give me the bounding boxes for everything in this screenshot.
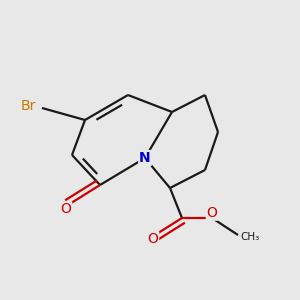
Text: CH₃: CH₃ <box>240 232 259 242</box>
Text: O: O <box>207 206 218 220</box>
Text: N: N <box>139 151 151 165</box>
Text: Br: Br <box>20 99 36 113</box>
Text: O: O <box>148 232 158 246</box>
Text: O: O <box>61 202 71 216</box>
